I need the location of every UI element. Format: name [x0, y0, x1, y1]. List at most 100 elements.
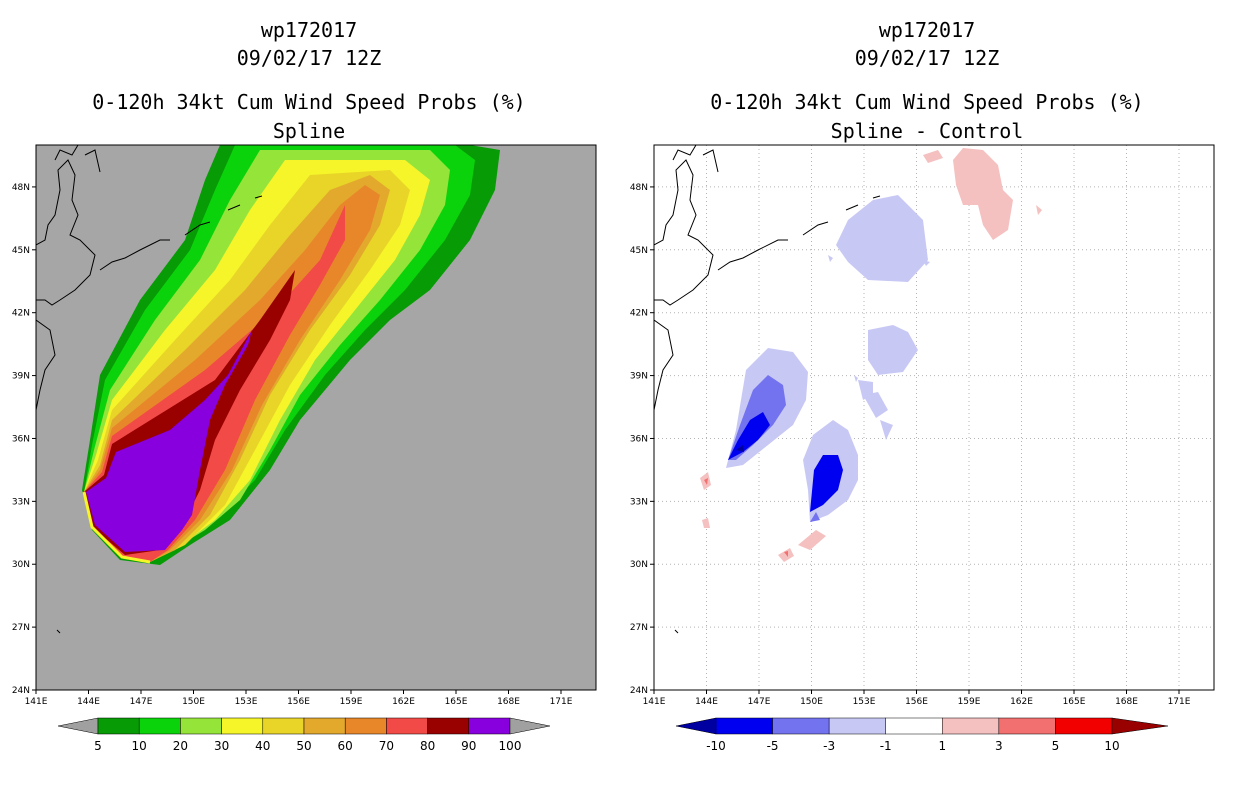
y-tick-label: 27N — [12, 623, 30, 633]
colorbar-segment — [942, 717, 1000, 735]
grid-lines — [654, 145, 1214, 690]
storm-id-title: wp172017 — [260, 18, 358, 42]
x-tick-label: 162E — [1010, 697, 1033, 707]
colorbar-segment — [427, 717, 470, 735]
probability-contours — [82, 145, 500, 565]
y-tick-label: 39N — [12, 372, 30, 382]
y-tick-label: 42N — [630, 309, 648, 319]
y-tick-label: 27N — [630, 623, 648, 633]
colorbar-label: 80 — [420, 739, 435, 753]
map-background — [654, 145, 1214, 690]
x-tick-label: 165E — [445, 697, 468, 707]
y-tick-label: 45N — [630, 246, 648, 256]
x-tick-label: 168E — [1115, 697, 1138, 707]
method-title: Spline — [272, 119, 346, 143]
y-tick-label: 36N — [12, 434, 30, 444]
axis-ticks: 141E 144E 147E 150E 153E 156E 159E 162E 165E 168E… — [630, 183, 1191, 707]
colorbar-segment — [468, 717, 511, 735]
colorbar-segment — [828, 717, 886, 735]
x-tick-label: 147E — [748, 697, 771, 707]
y-tick-label: 48N — [12, 183, 30, 193]
colorbar-lower-arrow — [57, 717, 99, 735]
colorbar-segment — [772, 717, 830, 735]
axis-ticks: 141E 144E 147E 150E 153E 156E 159E 162E 165E 168E… — [12, 183, 573, 707]
y-tick-label: 36N — [630, 434, 648, 444]
x-tick-label: 150E — [182, 697, 205, 707]
colorbar-upper-arrow — [509, 717, 551, 735]
y-tick-label: 30N — [12, 560, 30, 570]
colorbar-segment — [386, 717, 428, 735]
y-tick-label: 48N — [630, 183, 648, 193]
colorbar-label: -1 — [880, 739, 892, 753]
x-tick-label: 156E — [905, 697, 928, 707]
y-tick-label: 45N — [12, 246, 30, 256]
colorbar-label: -5 — [767, 739, 779, 753]
colorbar-label: -3 — [823, 739, 835, 753]
colorbar-lower-arrow — [675, 717, 717, 735]
x-tick-label: 153E — [235, 697, 258, 707]
y-tick-label: 33N — [630, 497, 648, 507]
colorbar-label: 50 — [296, 739, 311, 753]
x-tick-label: 171E — [550, 697, 573, 707]
y-tick-label: 33N — [12, 497, 30, 507]
x-tick-label: 150E — [800, 697, 823, 707]
coastlines — [36, 145, 263, 634]
colorbar-label: 3 — [995, 739, 1003, 753]
x-tick-label: 156E — [287, 697, 310, 707]
y-tick-label: 42N — [12, 309, 30, 319]
storm-id-title: wp172017 — [878, 18, 976, 42]
x-tick-label: 168E — [497, 697, 520, 707]
date-title: 09/02/17 12Z — [854, 46, 1000, 70]
x-tick-label: 153E — [853, 697, 876, 707]
x-tick-label: 141E — [25, 697, 48, 707]
colorbar-label: 10 — [132, 739, 147, 753]
colorbar-label: 90 — [461, 739, 476, 753]
y-tick-label: 39N — [630, 372, 648, 382]
x-tick-label: 144E — [695, 697, 718, 707]
colorbar-label: 40 — [255, 739, 270, 753]
colorbar-label: 1 — [938, 739, 946, 753]
x-tick-label: 159E — [340, 697, 363, 707]
colorbar-segment — [138, 717, 181, 735]
y-tick-label: 24N — [630, 686, 648, 696]
spline-map: 141E 144E 147E 150E 153E 156E 159E 162E 165E 168E… — [12, 144, 597, 753]
y-tick-label: 30N — [630, 560, 648, 570]
colorbar-label: 20 — [173, 739, 188, 753]
colorbar-segment — [1055, 717, 1113, 735]
colorbar-segment — [998, 717, 1056, 735]
colorbar-label: 60 — [338, 739, 353, 753]
colorbar-label: 5 — [1052, 739, 1060, 753]
x-tick-label: 144E — [77, 697, 100, 707]
difference-colorbar: -10 -5 -3 -1 1 3 5 10 — [675, 717, 1169, 753]
x-tick-label: 147E — [130, 697, 153, 707]
colorbar-label: 30 — [214, 739, 229, 753]
x-tick-label: 171E — [1168, 697, 1191, 707]
colorbar-upper-arrow — [1111, 717, 1169, 735]
difference-panel: wp172017 09/02/17 12Z 0-120h 34kt Cum Wi… — [618, 0, 1236, 800]
colorbar-segment — [885, 717, 943, 735]
colorbar-segment — [221, 717, 264, 735]
difference-map: 141E 144E 147E 150E 153E 156E 159E 162E 165E 168E… — [630, 144, 1215, 753]
spline-panel: wp172017 09/02/17 12Z 0-120h 34kt Cum Wi… — [12, 18, 597, 753]
colorbar-segment — [180, 717, 222, 735]
x-tick-label: 162E — [392, 697, 415, 707]
y-tick-label: 24N — [12, 686, 30, 696]
x-tick-label: 159E — [958, 697, 981, 707]
colorbar-label: 100 — [499, 739, 522, 753]
x-tick-label: 141E — [643, 697, 666, 707]
colorbar-label: 70 — [379, 739, 394, 753]
colorbar-segment — [97, 717, 140, 735]
difference-contours — [700, 148, 1042, 562]
colorbar-segment — [303, 717, 346, 735]
colorbar-segment — [715, 717, 773, 735]
variable-title: 0-120h 34kt Cum Wind Speed Probs (%) — [92, 90, 526, 114]
method-title: Spline - Control — [830, 119, 1024, 143]
date-title: 09/02/17 12Z — [236, 46, 382, 70]
probability-colorbar: 5 10 20 30 40 50 60 70 80 90 100 — [57, 717, 551, 753]
colorbar-segment — [262, 717, 305, 735]
colorbar-label: 5 — [94, 739, 102, 753]
colorbar-label: -10 — [706, 739, 726, 753]
variable-title: 0-120h 34kt Cum Wind Speed Probs (%) — [710, 90, 1144, 114]
colorbar-label: 10 — [1104, 739, 1119, 753]
x-tick-label: 165E — [1063, 697, 1086, 707]
